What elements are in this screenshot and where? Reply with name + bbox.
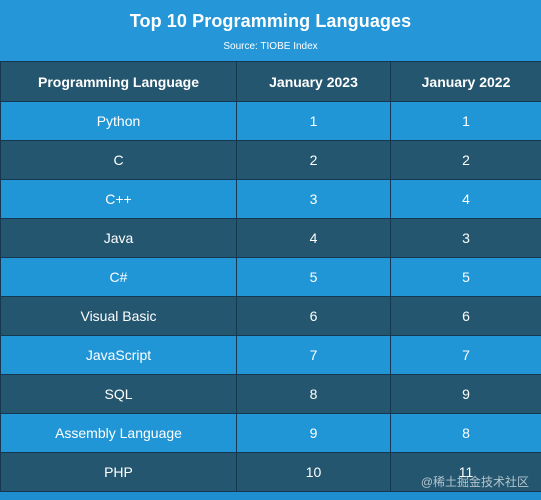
languages-table: Programming Language January 2023 Januar…	[0, 61, 541, 492]
rank-2022-cell: 6	[390, 296, 541, 336]
rank-2022-cell: 4	[390, 179, 541, 219]
table-header-row: Programming Language January 2023 Januar…	[0, 61, 541, 102]
table-row: Python 1 1	[0, 101, 541, 141]
language-cell: Assembly Language	[0, 413, 237, 453]
page-title: Top 10 Programming Languages	[129, 11, 412, 31]
table-row: C 2 2	[0, 140, 541, 180]
rank-2023-cell: 5	[236, 257, 391, 297]
table-row: JavaScript 7 7	[0, 335, 541, 375]
column-header-language: Programming Language	[0, 61, 237, 102]
rank-2022-cell: 5	[390, 257, 541, 297]
table-row: C# 5 5	[0, 257, 541, 297]
table-row: Visual Basic 6 6	[0, 296, 541, 336]
language-cell: C#	[0, 257, 237, 297]
table-row: Assembly Language 9 8	[0, 413, 541, 453]
rank-2022-cell: 11	[390, 452, 541, 492]
rank-2023-cell: 9	[236, 413, 391, 453]
language-cell: PHP	[0, 452, 237, 492]
rank-2023-cell: 6	[236, 296, 391, 336]
rank-2022-cell: 7	[390, 335, 541, 375]
rank-2023-cell: 10	[236, 452, 391, 492]
rank-2022-cell: 1	[390, 101, 541, 141]
table-row: C++ 3 4	[0, 179, 541, 219]
rank-2023-cell: 2	[236, 140, 391, 180]
column-header-january-2022: January 2022	[390, 61, 541, 102]
language-cell: Java	[0, 218, 237, 258]
language-cell: JavaScript	[0, 335, 237, 375]
table-row: PHP 10 11	[0, 452, 541, 492]
rank-2022-cell: 3	[390, 218, 541, 258]
rank-2023-cell: 7	[236, 335, 391, 375]
table-header-block: Top 10 Programming Languages Source: TIO…	[0, 0, 541, 61]
rank-2023-cell: 3	[236, 179, 391, 219]
language-cell: Python	[0, 101, 237, 141]
table-row: Java 4 3	[0, 218, 541, 258]
source-caption: Source: TIOBE Index	[223, 41, 318, 52]
language-cell: C++	[0, 179, 237, 219]
rank-2023-cell: 4	[236, 218, 391, 258]
watermark: @稀土掘金技术社区	[420, 475, 529, 489]
table-row: SQL 8 9	[0, 374, 541, 414]
language-cell: Visual Basic	[0, 296, 237, 336]
rank-2023-cell: 1	[236, 101, 391, 141]
language-cell: C	[0, 140, 237, 180]
rank-2022-cell: 9	[390, 374, 541, 414]
rank-2022-cell: 8	[390, 413, 541, 453]
rank-2023-cell: 8	[236, 374, 391, 414]
language-cell: SQL	[0, 374, 237, 414]
rank-2022-cell: 2	[390, 140, 541, 180]
column-header-january-2023: January 2023	[236, 61, 391, 102]
